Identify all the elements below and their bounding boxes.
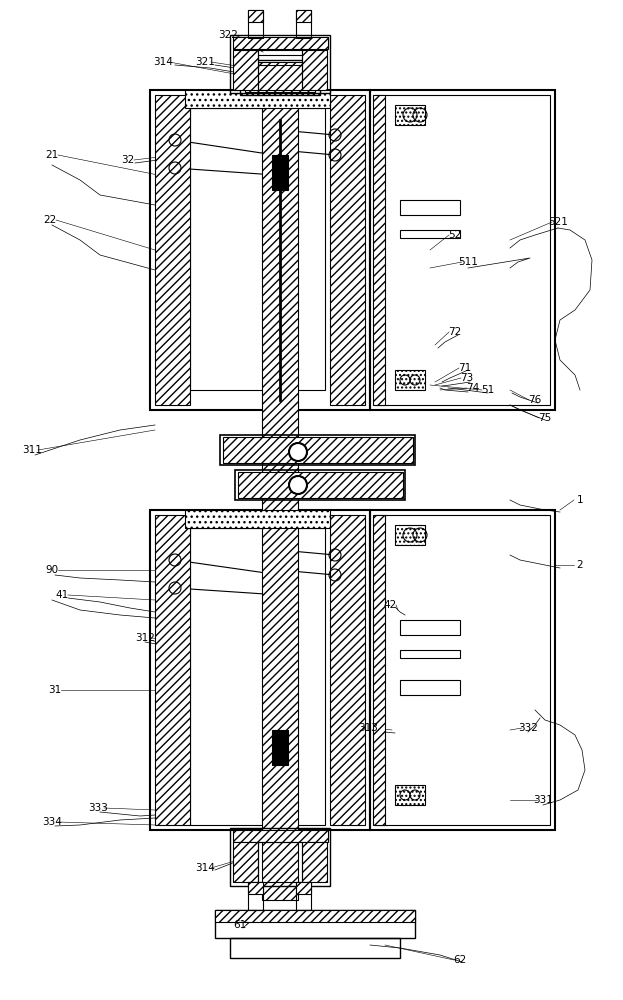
Bar — [238, 472, 403, 498]
Bar — [233, 842, 258, 882]
Bar — [215, 910, 415, 938]
Bar — [262, 80, 298, 900]
Text: 90: 90 — [45, 565, 59, 575]
Bar — [330, 515, 365, 825]
Text: 314: 314 — [195, 863, 215, 873]
Bar — [296, 10, 311, 38]
Bar — [400, 200, 460, 215]
Circle shape — [289, 443, 307, 461]
Bar — [185, 510, 330, 528]
Text: 311: 311 — [22, 445, 42, 455]
Bar — [302, 50, 327, 90]
Bar — [185, 90, 330, 108]
Bar — [233, 50, 258, 90]
Text: 312: 312 — [135, 633, 155, 643]
Bar — [370, 510, 555, 830]
Bar — [258, 50, 302, 90]
Text: 21: 21 — [45, 150, 59, 160]
Bar — [230, 828, 330, 886]
Text: 511: 511 — [458, 257, 478, 267]
Text: 331: 331 — [533, 795, 553, 805]
Text: 521: 521 — [548, 217, 568, 227]
Text: 313: 313 — [358, 723, 378, 733]
Bar — [223, 437, 413, 463]
Bar — [233, 830, 328, 842]
Circle shape — [289, 476, 307, 494]
Text: 41: 41 — [55, 590, 69, 600]
Bar — [395, 785, 425, 805]
Bar — [272, 730, 288, 765]
Text: 72: 72 — [449, 327, 462, 337]
Bar — [235, 470, 405, 500]
Bar — [395, 370, 425, 390]
Bar — [400, 620, 460, 635]
Bar — [330, 95, 365, 405]
Bar — [233, 37, 328, 49]
Bar — [190, 528, 325, 825]
Text: 321: 321 — [195, 57, 215, 67]
Bar — [302, 842, 327, 882]
Bar — [258, 55, 302, 65]
Text: 62: 62 — [454, 955, 467, 965]
Text: 73: 73 — [460, 373, 473, 383]
Bar — [150, 90, 370, 410]
Bar — [375, 515, 550, 825]
Text: 61: 61 — [234, 920, 247, 930]
Bar — [150, 510, 370, 830]
Bar — [400, 680, 460, 695]
Text: 333: 333 — [88, 803, 108, 813]
Text: 31: 31 — [49, 685, 62, 695]
Bar — [400, 230, 460, 238]
Bar — [248, 10, 263, 38]
Text: 52: 52 — [449, 230, 462, 240]
Bar — [230, 938, 400, 958]
Bar — [248, 882, 263, 910]
Bar — [400, 650, 460, 658]
Bar — [373, 95, 385, 405]
Bar — [240, 60, 320, 95]
Text: 75: 75 — [538, 413, 551, 423]
Bar — [296, 10, 311, 22]
Text: 2: 2 — [577, 560, 583, 570]
Bar — [296, 882, 311, 910]
Text: 42: 42 — [383, 600, 397, 610]
Text: 1: 1 — [577, 495, 583, 505]
Text: 322: 322 — [218, 30, 238, 40]
Bar — [258, 842, 302, 882]
Text: 334: 334 — [42, 817, 62, 827]
Bar — [248, 10, 263, 22]
Bar — [220, 435, 415, 465]
Bar — [155, 515, 190, 825]
Bar — [272, 155, 288, 190]
Bar — [248, 882, 263, 894]
Bar — [373, 515, 385, 825]
Text: 22: 22 — [44, 215, 57, 225]
Text: 74: 74 — [467, 383, 480, 393]
Bar — [190, 108, 325, 390]
Text: 32: 32 — [121, 155, 135, 165]
Bar — [375, 95, 550, 405]
Bar — [245, 62, 315, 92]
Bar — [215, 910, 415, 922]
Text: 76: 76 — [528, 395, 541, 405]
Text: 314: 314 — [153, 57, 173, 67]
Bar — [395, 105, 425, 125]
Bar — [230, 35, 330, 93]
Text: 71: 71 — [459, 363, 472, 373]
Bar — [370, 90, 555, 410]
Text: 51: 51 — [482, 385, 495, 395]
Bar — [155, 95, 190, 405]
Text: 332: 332 — [518, 723, 538, 733]
Bar — [395, 525, 425, 545]
Bar — [296, 882, 311, 894]
